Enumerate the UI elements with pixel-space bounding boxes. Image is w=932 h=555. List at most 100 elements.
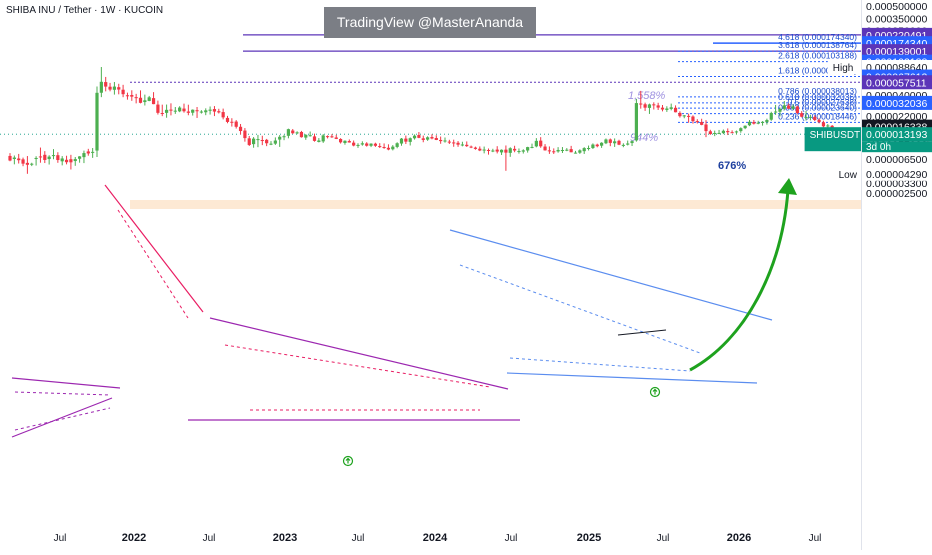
- candle-body: [404, 138, 408, 142]
- candle-body: [421, 138, 425, 140]
- candle-body: [647, 104, 652, 108]
- candle-body: [717, 132, 721, 134]
- candle-body: [356, 144, 360, 146]
- fib-level-label: 0.236 (0.000018446): [778, 111, 857, 121]
- candle-body: [678, 112, 682, 117]
- candle-body: [682, 115, 686, 117]
- candle-body: [560, 150, 565, 152]
- price-tag-text: SHIBUSDT: [810, 130, 861, 141]
- candle-body: [608, 139, 612, 143]
- candle-body: [556, 149, 560, 152]
- channel-bottom-line: [506, 372, 758, 384]
- candle-body: [704, 124, 708, 132]
- candle-body: [626, 143, 630, 145]
- x-tick-label: 2022: [122, 532, 146, 544]
- y-tick-label: 0.000003300: [866, 178, 927, 190]
- candle-body: [204, 110, 208, 113]
- candle-body: [578, 150, 582, 153]
- candle-body: [186, 111, 190, 113]
- candle-body: [112, 86, 116, 90]
- candle-body: [312, 136, 317, 141]
- candle-body: [191, 109, 195, 113]
- fib-level-label: 4.618 (0.000174340): [778, 32, 857, 42]
- candle-body: [543, 146, 547, 151]
- candle-body: [386, 147, 391, 150]
- candle-body: [521, 150, 525, 152]
- candle-body: [791, 106, 795, 109]
- candle-body: [695, 121, 699, 123]
- candle-body: [747, 121, 752, 126]
- candle-body: [526, 147, 530, 151]
- candle-body: [330, 136, 334, 138]
- candle-body: [787, 105, 791, 109]
- candle-body: [286, 129, 290, 136]
- x-tick-label: 2025: [577, 532, 601, 544]
- candle-body: [604, 139, 608, 144]
- x-tick-label: Jul: [352, 533, 365, 544]
- candle-body: [813, 116, 817, 120]
- candle-body: [78, 156, 82, 159]
- candle-body: [499, 149, 504, 153]
- candle-body: [765, 120, 769, 123]
- candle-body: [173, 110, 177, 112]
- candle-body: [273, 140, 277, 144]
- candle-body: [117, 87, 121, 90]
- candle-body: [143, 100, 147, 103]
- candle-body: [299, 131, 304, 138]
- candle-body: [634, 103, 638, 141]
- candle-body: [64, 159, 69, 163]
- candle-body: [730, 132, 734, 134]
- candle-body: [743, 125, 747, 129]
- candle-body: [260, 140, 264, 142]
- candle-body: [252, 138, 256, 145]
- price-tag-box: [804, 127, 861, 152]
- candle-body: [369, 143, 373, 146]
- candle-body: [8, 155, 12, 161]
- y-tick-label: 0.000350000: [866, 14, 927, 26]
- wedge-dashed-top: [224, 344, 491, 388]
- fib-level-label: 0.382 (0.000023640): [778, 103, 857, 113]
- candle-body: [774, 111, 778, 113]
- candle-body: [817, 119, 821, 123]
- trendline-2022-dashed: [117, 209, 189, 319]
- candle-body: [269, 143, 273, 145]
- candle-body: [721, 130, 725, 134]
- resistance-mini-line: [617, 329, 667, 336]
- candle-body: [73, 159, 77, 162]
- candle-body: [734, 131, 739, 133]
- candle-body: [95, 92, 99, 151]
- fib-level-label: 1.618 (0.000067612): [778, 66, 857, 76]
- candle-body: [221, 112, 225, 118]
- candle-body: [482, 149, 486, 151]
- candle-body: [347, 141, 351, 143]
- price-label-text: 0.000057511: [866, 77, 927, 89]
- candle-body: [617, 140, 621, 145]
- candle-body: [582, 148, 586, 152]
- candle-body: [739, 128, 743, 132]
- price-label-text: 0.000004290: [866, 169, 927, 181]
- candle-body: [195, 110, 199, 112]
- candle-body: [230, 121, 234, 123]
- candle-body: [169, 109, 173, 111]
- candle-body: [495, 149, 499, 152]
- candle-body: [513, 148, 517, 151]
- candle-body: [486, 149, 491, 151]
- candle-body: [391, 146, 395, 150]
- candle-body: [325, 136, 330, 138]
- candle-body: [517, 151, 521, 153]
- candle-body: [630, 141, 634, 144]
- triangle-dashed-bottom: [14, 407, 111, 431]
- candle-body: [352, 142, 356, 146]
- candle-body: [652, 104, 656, 106]
- candle-body: [138, 97, 143, 103]
- candle-body: [99, 81, 103, 93]
- candle-body: [321, 135, 325, 142]
- candle-body: [217, 111, 221, 113]
- candle-body: [38, 156, 43, 158]
- candle-body: [25, 162, 29, 165]
- candle-body: [669, 107, 673, 109]
- y-tick-label: 0.000006500: [866, 154, 927, 166]
- projection-arrowhead-icon: [778, 178, 797, 195]
